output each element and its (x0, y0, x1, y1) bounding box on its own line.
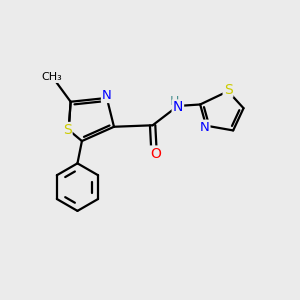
Text: N: N (200, 121, 209, 134)
Text: CH₃: CH₃ (41, 72, 62, 82)
Text: O: O (150, 146, 161, 161)
Text: H: H (170, 95, 180, 108)
Text: S: S (63, 123, 72, 137)
Text: N: N (173, 100, 183, 115)
Text: N: N (102, 89, 112, 102)
Text: S: S (224, 83, 232, 97)
